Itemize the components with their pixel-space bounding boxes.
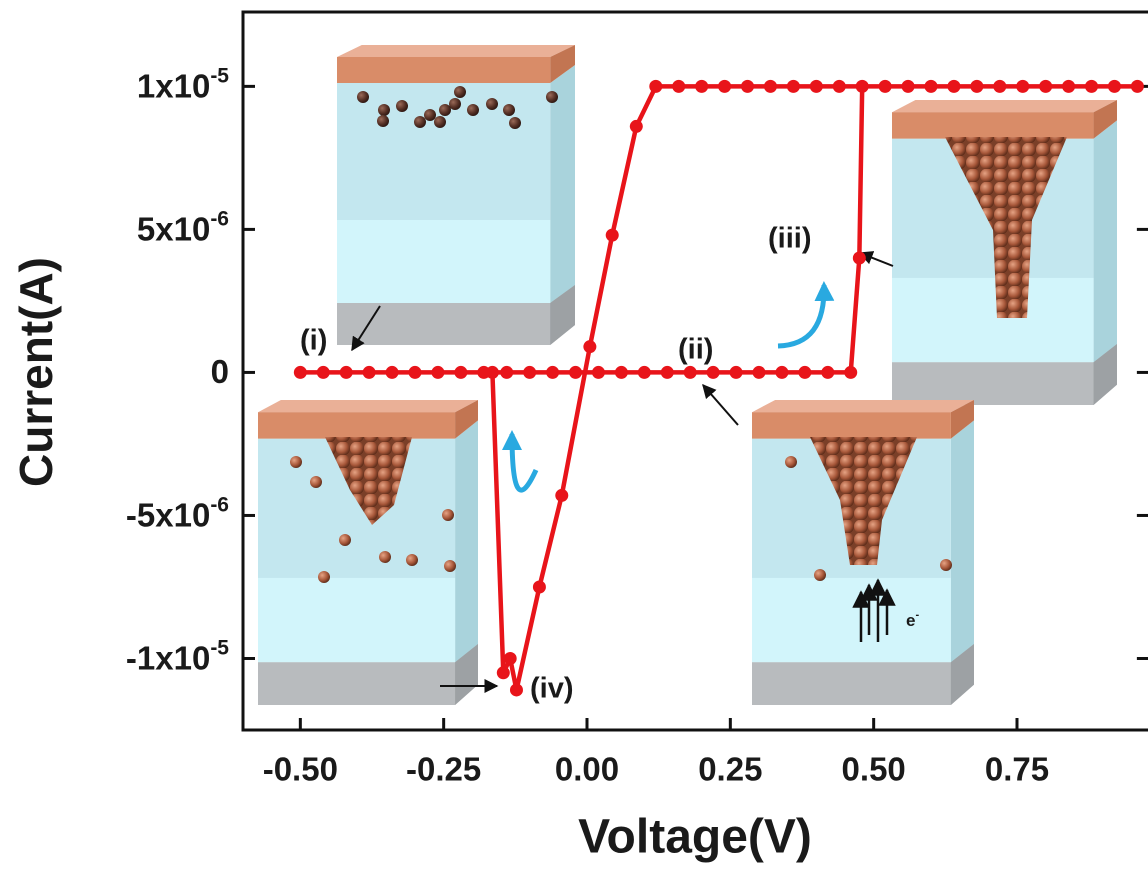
data-point <box>583 340 596 353</box>
data-point <box>409 366 422 379</box>
data-point <box>925 80 938 93</box>
x-tick-label: 0.50 <box>842 751 906 788</box>
data-point <box>661 366 674 379</box>
data-point <box>649 80 662 93</box>
data-point <box>504 652 517 665</box>
electron-charge: - <box>915 609 919 621</box>
x-tick-label: 0.75 <box>985 751 1049 788</box>
data-point <box>523 366 536 379</box>
data-point <box>810 80 823 93</box>
data-point <box>821 366 834 379</box>
data-point <box>856 80 869 93</box>
inset-set <box>892 100 1117 405</box>
page: {"chart_data": { "type": "line", "x_labe… <box>0 0 1148 871</box>
data-point <box>1062 80 1075 93</box>
y-tick-label: 1x10-5 <box>137 64 229 104</box>
data-point <box>630 120 643 133</box>
data-point <box>970 80 983 93</box>
data-point <box>684 366 697 379</box>
x-tick-label: 0.00 <box>555 751 619 788</box>
data-point <box>672 80 685 93</box>
annotation: (ii) <box>678 334 713 366</box>
data-point <box>1016 80 1029 93</box>
data-point <box>500 366 513 379</box>
data-point <box>569 366 582 379</box>
data-point <box>695 80 708 93</box>
chart: (i) (ii) (iii) (iv) e- Voltage(V) Curren… <box>0 0 1148 871</box>
y-tick-mantissa: -5x10 <box>126 496 210 533</box>
data-point <box>317 366 330 379</box>
y-tick-mantissa: 5x10 <box>137 210 210 247</box>
data-point <box>1039 80 1052 93</box>
data-point <box>853 252 866 265</box>
data-point <box>294 366 307 379</box>
data-point <box>486 366 499 379</box>
data-point <box>386 366 399 379</box>
data-point <box>546 366 559 379</box>
y-tick-label: -5x10-6 <box>126 493 229 533</box>
data-point <box>1108 80 1121 93</box>
data-point <box>533 580 546 593</box>
x-axis-title: Voltage(V) <box>578 811 812 864</box>
data-point <box>753 366 766 379</box>
data-point <box>638 366 651 379</box>
data-point <box>730 366 743 379</box>
data-point <box>707 366 720 379</box>
data-point <box>1131 80 1144 93</box>
y-tick-label: -1x10-5 <box>126 636 229 676</box>
data-point <box>615 366 628 379</box>
x-tick-label: -0.25 <box>406 751 481 788</box>
data-point <box>718 80 731 93</box>
data-point <box>902 80 915 93</box>
x-tick-label: -0.50 <box>263 751 338 788</box>
data-point <box>497 666 510 679</box>
inset-reset <box>258 400 478 705</box>
data-point <box>947 80 960 93</box>
data-point <box>775 366 788 379</box>
data-point <box>592 366 605 379</box>
y-tick-label: 5x10-6 <box>137 207 229 247</box>
y-tick-exponent: -5 <box>210 64 229 87</box>
electron-symbol: e <box>906 611 915 630</box>
y-tick-mantissa: -1x10 <box>126 639 210 676</box>
x-tick-label: 0.25 <box>698 751 762 788</box>
y-tick-exponent: -5 <box>210 636 229 659</box>
y-axis-title: Current(A) <box>10 257 62 487</box>
data-point <box>798 366 811 379</box>
data-point <box>764 80 777 93</box>
data-point <box>431 366 444 379</box>
annotation: (iv) <box>530 673 574 705</box>
data-point <box>844 366 857 379</box>
data-point <box>741 80 754 93</box>
data-point <box>606 229 619 242</box>
data-point <box>454 366 467 379</box>
data-point <box>787 80 800 93</box>
data-point <box>363 366 376 379</box>
y-tick-label: 0 <box>211 353 229 390</box>
data-point <box>340 366 353 379</box>
annotation: (iii) <box>768 223 812 255</box>
y-tick-exponent: -6 <box>210 207 229 230</box>
data-point <box>993 80 1006 93</box>
data-point <box>510 683 523 696</box>
annotation: (i) <box>300 325 327 357</box>
data-point <box>833 80 846 93</box>
data-point <box>555 489 568 502</box>
inset-initial <box>337 45 575 345</box>
data-point <box>1085 80 1098 93</box>
y-tick-exponent: -6 <box>210 493 229 516</box>
data-point <box>879 80 892 93</box>
inset-forming <box>752 400 974 705</box>
y-tick-mantissa: 1x10 <box>137 67 210 104</box>
